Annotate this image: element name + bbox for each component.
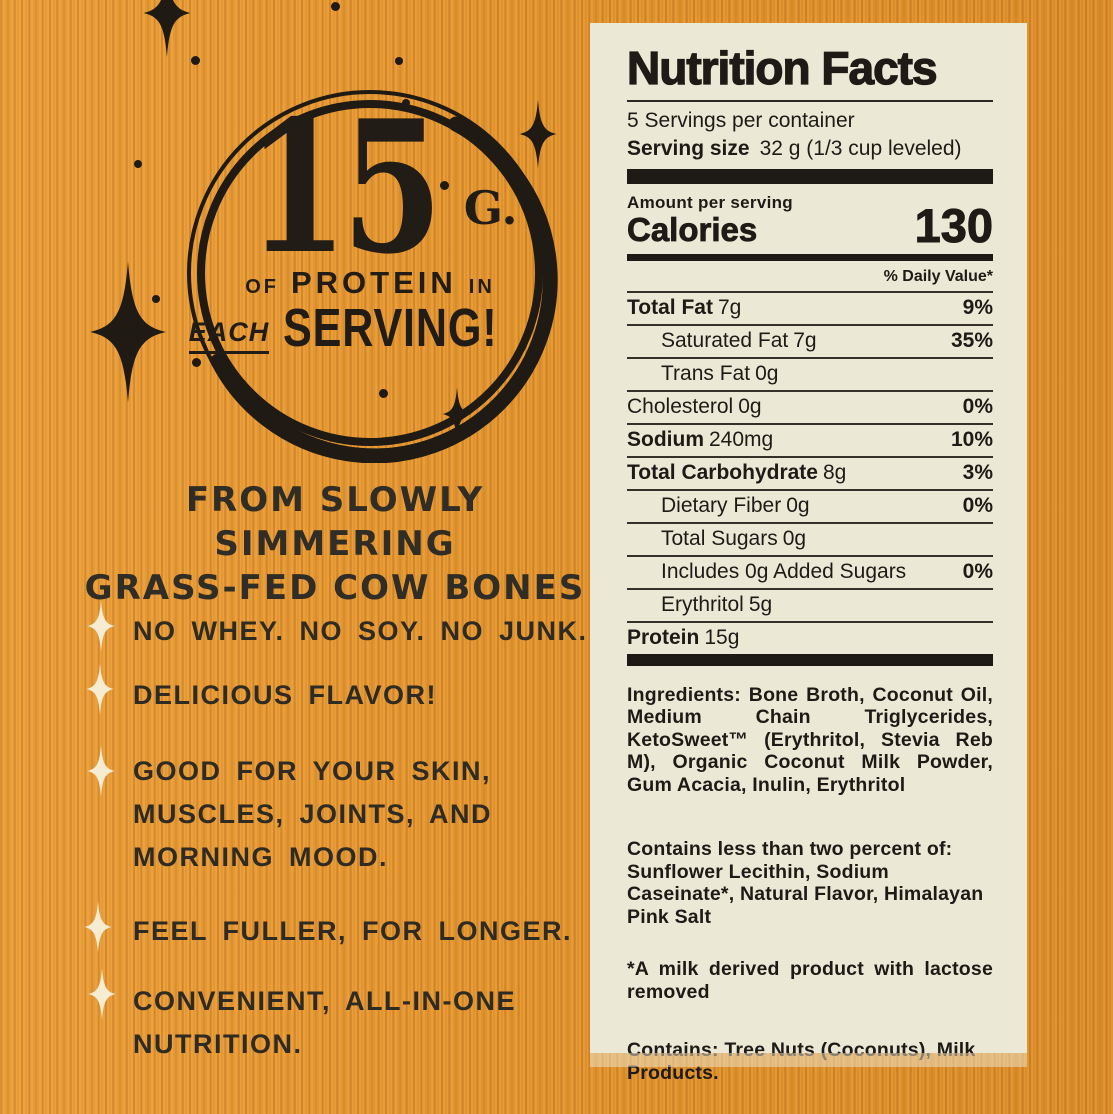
daily-value: 0%	[962, 493, 993, 517]
thick-divider	[627, 653, 993, 666]
nutrition-row: Protein 15g	[627, 620, 993, 654]
nutrition-row: Trans Fat 0g	[627, 356, 993, 390]
nutrition-row: Dietary Fiber 0g 0%	[627, 488, 993, 522]
daily-value: 10%	[950, 427, 993, 451]
servings-per-container: 5 Servings per container	[627, 108, 855, 132]
bullet-item: CONVENIENT, ALL-IN-ONE NUTRITION.	[133, 986, 516, 1059]
nutrient-amount: 8g	[822, 460, 847, 484]
bullet-item: NO WHEY. NO SOY. NO JUNK.	[133, 616, 588, 646]
nutrition-facts-title: Nutrition Facts	[626, 42, 938, 94]
nutrient-name: Erythritol	[661, 592, 744, 616]
medium-divider	[627, 253, 993, 261]
badge-unit: G.	[463, 181, 518, 235]
dot-decoration	[440, 181, 449, 190]
calories-section: Amount per serving Calories 130	[627, 192, 994, 253]
badge-word-in: IN	[468, 276, 495, 298]
nutrient-name: Dietary Fiber	[661, 493, 782, 517]
serving-size-label: Serving size	[627, 136, 750, 160]
bullet-sparkle-icon	[87, 745, 115, 797]
bullet-sparkle-icon	[84, 901, 112, 953]
panel-bottom-fade	[590, 1053, 1027, 1067]
sparkle-icon	[143, 0, 191, 57]
nutrient-name: Saturated Fat	[661, 328, 789, 352]
dot-decoration	[395, 57, 403, 65]
calories-value: 130	[914, 199, 993, 253]
bullet-item: GOOD FOR YOUR SKIN, MUSCLES, JOINTS, AND…	[133, 756, 493, 872]
nutrient-amount: 0g	[755, 361, 779, 385]
dot-decoration	[331, 2, 340, 11]
nutrient-name: Includes 0g Added Sugars	[661, 559, 907, 583]
divider	[627, 99, 993, 102]
serving-size-line: Serving size 32 g (1/3 cup leveled)	[627, 137, 993, 161]
nutrition-row: Total Sugars 0g	[627, 521, 993, 555]
nutrition-row: Saturated Fat 7g 35%	[627, 323, 993, 357]
badge-line-each-serving: EACH SERVING!	[180, 298, 560, 358]
milk-note-paragraph: *A milk derived product with lactose rem…	[627, 958, 993, 1003]
daily-value: 35%	[950, 328, 993, 352]
bullet-sparkle-icon	[88, 968, 116, 1020]
nutrition-row: Erythritol 5g	[627, 587, 993, 621]
badge-amount: 15 G.	[180, 80, 560, 295]
nutrient-name: Cholesterol	[627, 394, 734, 418]
headline-line-1: FROM SLOWLY SIMMERING	[185, 480, 485, 564]
badge-word-protein: PROTEIN	[290, 265, 457, 300]
serving-size-value: 32 g (1/3 cup leveled)	[759, 136, 962, 160]
calories-label: Calories	[627, 210, 758, 248]
bullet-item: FEEL FULLER, FOR LONGER.	[133, 916, 573, 946]
bullet-item: DELICIOUS FLAVOR!	[133, 680, 437, 710]
badge-word-serving: SERVING!	[283, 298, 498, 358]
daily-value: 0%	[962, 394, 993, 418]
nutrient-amount: 0g	[782, 526, 807, 550]
nutrition-row: Total Carbohydrate 8g 3%	[627, 455, 993, 489]
ingredients-paragraph: Ingredients: Bone Broth, Coconut Oil, Me…	[627, 683, 993, 796]
marketing-headline: FROM SLOWLY SIMMERING GRASS-FED COW BONE…	[80, 478, 590, 610]
nutrient-name: Total Fat	[627, 295, 713, 319]
nutrient-name: Total Sugars	[661, 526, 778, 550]
sparkle-icon	[519, 99, 557, 169]
nutrient-name: Trans Fat	[661, 361, 751, 385]
badge-number: 15	[246, 80, 442, 295]
badge-ring-icon	[187, 90, 558, 463]
contains-two-percent-paragraph: Contains less than two percent of: Sunfl…	[627, 838, 984, 928]
badge-word-of: OF	[245, 276, 279, 298]
daily-value-header: % Daily Value*	[883, 267, 993, 285]
nutrient-amount: 7g	[793, 328, 817, 352]
dot-decoration	[134, 160, 142, 168]
nutrition-row: Cholesterol 0g 0%	[627, 389, 993, 423]
nutrient-amount: 7g	[717, 295, 742, 319]
dot-decoration	[402, 99, 410, 107]
bullet-sparkle-icon	[87, 600, 115, 652]
sparkle-icon	[90, 261, 166, 403]
nutrient-amount: 15g	[704, 625, 740, 649]
nutrient-name: Sodium	[627, 427, 704, 451]
daily-value: 0%	[962, 559, 993, 583]
nutrient-amount: 0g	[786, 493, 810, 517]
headline-line-2: GRASS-FED COW BONES	[84, 568, 586, 608]
dot-decoration	[379, 389, 388, 398]
nutrition-row: Sodium 240mg 10%	[627, 422, 993, 456]
bullet-sparkle-icon	[86, 663, 114, 715]
dot-decoration	[191, 56, 200, 65]
nutrient-name: Protein	[627, 625, 700, 649]
nutrient-amount: 5g	[748, 592, 773, 616]
dot-decoration	[152, 295, 160, 303]
nutrition-row: Total Fat 7g 9%	[627, 290, 993, 324]
protein-badge: 15 G. OF PROTEIN IN EACH SERVING!	[180, 83, 560, 463]
daily-value: 3%	[962, 460, 993, 484]
nutrient-amount: 0g	[738, 394, 762, 418]
nutrient-amount: 240mg	[709, 427, 774, 451]
daily-value: 9%	[962, 295, 993, 319]
badge-word-each: EACH	[188, 317, 270, 355]
thick-divider	[627, 168, 993, 184]
nutrient-name: Total Carbohydrate	[627, 460, 818, 484]
nutrition-facts-panel: Nutrition Facts 5 Servings per container…	[590, 23, 1027, 1084]
nutrition-row: Includes 0g Added Sugars 0%	[627, 554, 993, 588]
amount-per-serving-label: Amount per serving	[627, 192, 793, 212]
dot-decoration	[192, 358, 201, 367]
badge-line-of-protein-in: OF PROTEIN IN	[180, 265, 560, 301]
